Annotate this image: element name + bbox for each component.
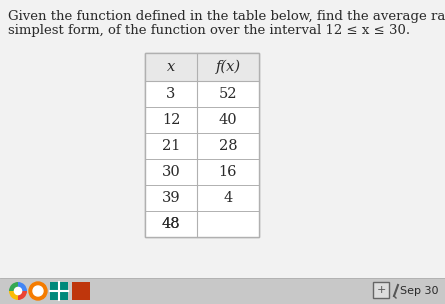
Bar: [145, 107, 259, 133]
Text: f(x): f(x): [215, 60, 241, 74]
Text: 48: 48: [162, 217, 180, 231]
Bar: [72, 282, 90, 300]
Bar: [145, 53, 259, 237]
Text: 4: 4: [223, 191, 233, 205]
Text: 21: 21: [162, 139, 180, 153]
Text: 52: 52: [219, 87, 237, 101]
Text: simplest form, of the function over the interval 12 ≤ x ≤ 30.: simplest form, of the function over the …: [8, 24, 410, 37]
Circle shape: [29, 282, 47, 300]
Text: Given the function defined in the table below, find the average rate of change, : Given the function defined in the table …: [8, 10, 445, 23]
Text: 40: 40: [218, 113, 237, 127]
Bar: [145, 53, 259, 237]
Circle shape: [33, 286, 43, 296]
Text: 16: 16: [219, 165, 237, 179]
Bar: [145, 185, 259, 211]
Bar: [145, 81, 259, 107]
Bar: [145, 159, 259, 185]
Text: Sep 30: Sep 30: [400, 286, 438, 296]
Bar: [145, 133, 259, 159]
Wedge shape: [18, 291, 27, 300]
Wedge shape: [18, 282, 27, 291]
Bar: [145, 211, 259, 237]
Circle shape: [14, 287, 22, 295]
Text: x: x: [167, 60, 175, 74]
Bar: [50, 282, 68, 300]
Text: +: +: [376, 285, 386, 295]
Bar: [0, 278, 445, 304]
Text: 12: 12: [162, 113, 180, 127]
Text: 48: 48: [162, 217, 180, 231]
Bar: [145, 53, 259, 81]
Text: 39: 39: [162, 191, 180, 205]
Wedge shape: [9, 282, 18, 291]
Bar: [373, 282, 389, 298]
Wedge shape: [9, 291, 18, 300]
Text: 30: 30: [162, 165, 180, 179]
Text: 3: 3: [166, 87, 176, 101]
Text: 28: 28: [218, 139, 237, 153]
